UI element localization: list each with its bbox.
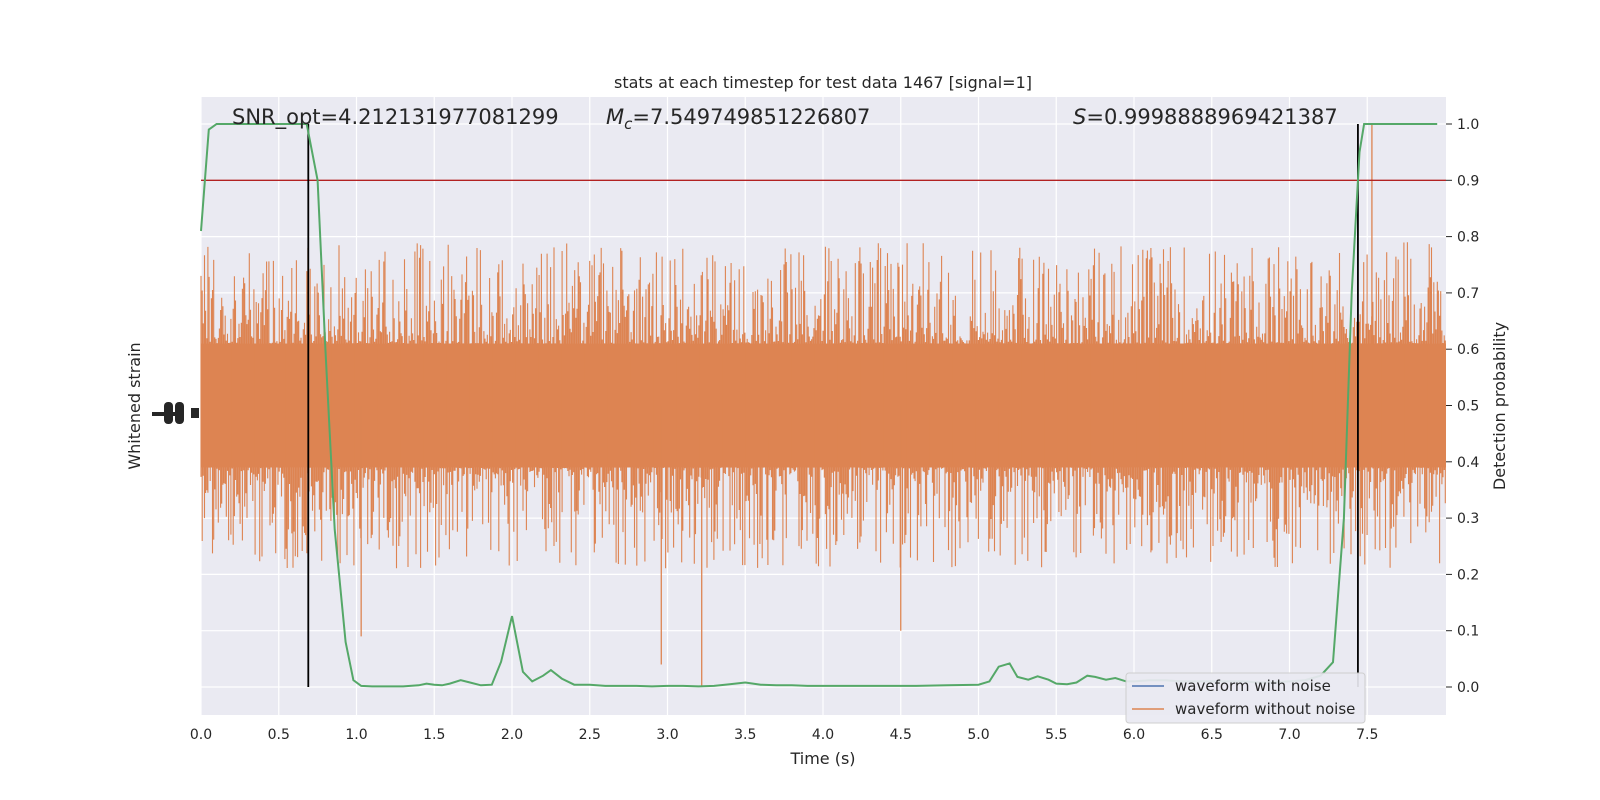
y-right-tick-label: 0.0 <box>1457 680 1479 696</box>
legend-label-waveform-without-noise: waveform without noise <box>1175 700 1355 718</box>
axis-ticks: 0.0 0.5 1.0 1.5 2.0 2.5 3.0 3.5 4.0 4.5 5.0 5.5 6.0 6… <box>190 117 1479 743</box>
y-right-tick-label: 0.1 <box>1457 624 1479 640</box>
legend: waveform with noise waveform without noi… <box>1125 672 1366 724</box>
x-tick-label: 3.0 <box>656 727 678 743</box>
x-tick-label: 4.5 <box>890 727 912 743</box>
mc-symbol: M <box>606 105 624 129</box>
x-tick-label: 0.0 <box>190 727 212 743</box>
mc-subscript: c <box>624 115 633 133</box>
y-right-tick-label: 0.7 <box>1457 286 1479 302</box>
y-right-tick-label: 1.0 <box>1457 117 1479 133</box>
y-right-tick-label: 0.9 <box>1457 173 1479 189</box>
chart-title: stats at each timestep for test data 146… <box>614 73 1032 92</box>
x-tick-label: 3.5 <box>734 727 756 743</box>
overlapping-left-tick-labels <box>152 402 199 424</box>
y-axis-left-title: Whitened strain <box>125 342 144 469</box>
x-tick-label: 2.5 <box>579 727 601 743</box>
y-right-tick-label: 0.3 <box>1457 511 1479 527</box>
legend-label-waveform-with-noise: waveform with noise <box>1175 677 1331 695</box>
mc-value: =7.549749851226807 <box>632 105 870 129</box>
y-right-tick-label: 0.5 <box>1457 399 1479 415</box>
x-axis-title: Time (s) <box>789 749 855 768</box>
x-tick-label: 5.0 <box>967 727 989 743</box>
y-right-tick-label: 0.6 <box>1457 342 1479 358</box>
y-axis-right-title: Detection probability <box>1490 322 1509 490</box>
s-value: =0.9998888969421387 <box>1086 105 1337 129</box>
x-tick-label: 7.0 <box>1278 727 1300 743</box>
x-tick-label: 0.5 <box>268 727 290 743</box>
y-right-tick-label: 0.4 <box>1457 455 1479 471</box>
x-tick-label: 1.0 <box>345 727 367 743</box>
x-tick-label: 1.5 <box>423 727 445 743</box>
legend-box <box>1125 672 1366 724</box>
chirp-mass-annotation: Mc=7.549749851226807 <box>606 105 870 133</box>
y-right-tick-label: 0.8 <box>1457 230 1479 246</box>
s-symbol: S <box>1073 105 1086 129</box>
snr-annotation: SNR_opt=4.212131977081299 <box>232 105 559 130</box>
x-tick-label: 7.5 <box>1356 727 1378 743</box>
series-waveform-without-noise <box>200 242 1446 569</box>
x-tick-label: 6.5 <box>1201 727 1223 743</box>
x-tick-label: 4.0 <box>812 727 834 743</box>
x-tick-label: 6.0 <box>1123 727 1145 743</box>
y-right-tick-label: 0.2 <box>1457 567 1479 583</box>
x-tick-label: 2.0 <box>501 727 523 743</box>
x-tick-label: 5.5 <box>1045 727 1067 743</box>
score-annotation: S=0.9998888969421387 <box>1073 105 1338 129</box>
